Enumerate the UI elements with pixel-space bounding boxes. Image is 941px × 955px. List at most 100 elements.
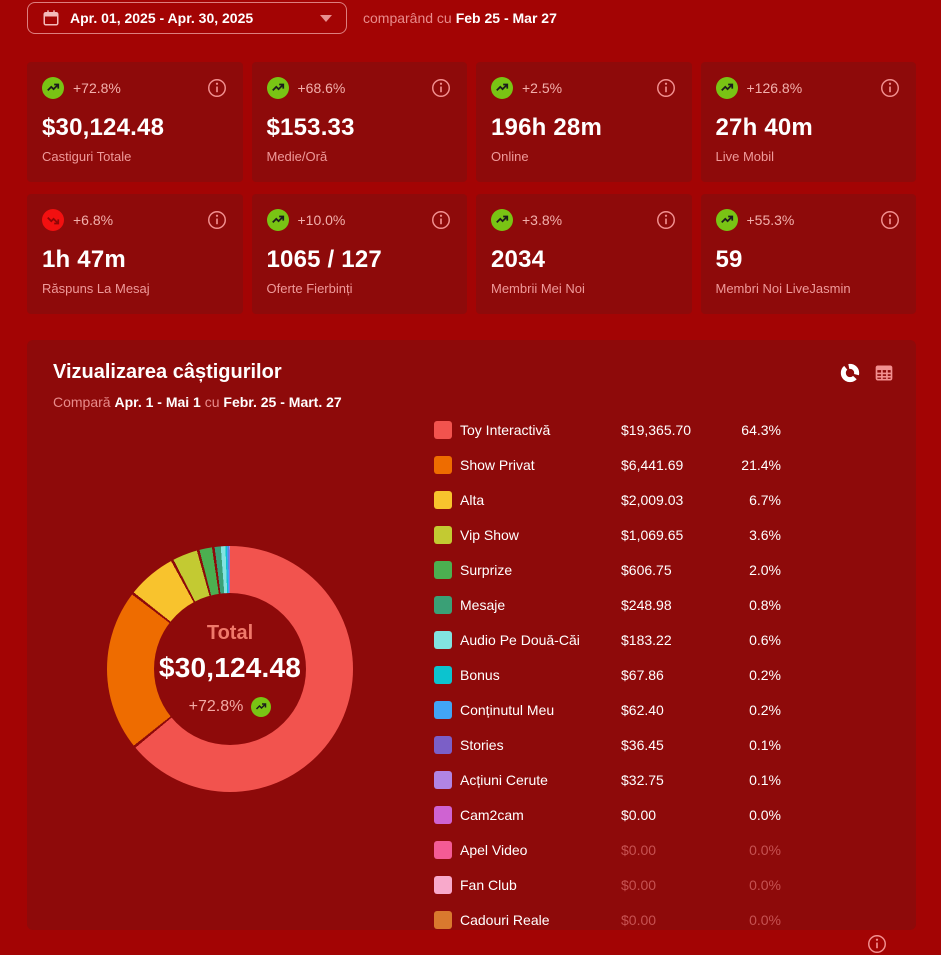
change-value: +68.6% <box>297 80 346 96</box>
donut-chart-icon[interactable] <box>840 363 860 383</box>
stat-value: 59 <box>715 246 743 273</box>
trending-up-icon <box>496 215 509 223</box>
trend-badge <box>42 209 64 231</box>
trend-badge <box>266 209 289 231</box>
legend-swatch <box>434 595 452 614</box>
total-value: $30,124.48 <box>158 651 302 683</box>
stat-label: Membrii Mei Noi <box>491 281 585 296</box>
stat-label: Răspuns La Mesaj <box>42 281 150 296</box>
legend-label: Toy Interactivă <box>460 421 551 438</box>
compare-period: comparând cu Feb 25 - Mar 27 <box>363 10 557 26</box>
earnings-donut-chart: Total $30,124.48 +72.8% <box>107 546 353 792</box>
stat-card: +72.8% $30,124.48 Castiguri Totale <box>27 62 243 182</box>
legend-item[interactable]: Mesaje $248.98 0.8% <box>434 587 781 622</box>
legend-label: Vip Show <box>460 526 519 543</box>
stat-card: +2.5% 196h 28m Online <box>476 62 692 182</box>
view-toggles <box>840 363 894 383</box>
legend-label: Surprize <box>460 561 513 578</box>
trend-badge <box>491 77 513 99</box>
legend-item[interactable]: Fan Club $0.00 0.0% <box>434 867 781 902</box>
legend-item[interactable]: Bonus $67.86 0.2% <box>434 657 781 692</box>
table-grid-icon[interactable] <box>874 363 894 383</box>
info-icon[interactable] <box>430 77 452 99</box>
legend-item[interactable]: Cam2cam $0.00 0.0% <box>434 797 781 832</box>
stat-value: $153.33 <box>266 114 355 141</box>
trend-badge <box>715 209 738 231</box>
stat-card: +3.8% 2034 Membrii Mei Noi <box>476 194 692 314</box>
earnings-panel: Vizualizarea câștigurilor Compară Apr. 1… <box>27 340 916 930</box>
total-change-value: +72.8% <box>188 697 244 715</box>
compare-prefix: comparând cu <box>363 10 452 26</box>
stat-card: +6.8% 1h 47m Răspuns La Mesaj <box>27 194 243 314</box>
stat-label: Oferte Fierbinți <box>266 281 353 296</box>
info-icon[interactable] <box>879 209 901 231</box>
earnings-legend: Toy Interactivă $19,365.70 64.3% Show Pr… <box>434 412 781 937</box>
legend-percent: 21.4% <box>741 456 781 473</box>
topbar: Apr. 01, 2025 - Apr. 30, 2025 comparând … <box>27 2 557 34</box>
legend-item[interactable]: Conținutul Meu $62.40 0.2% <box>434 692 781 727</box>
legend-label: Stories <box>460 736 504 753</box>
legend-amount: $1,069.65 <box>621 526 684 543</box>
stat-card: +68.6% $153.33 Medie/Oră <box>251 62 467 182</box>
trending-down-icon <box>47 217 60 225</box>
date-range-picker[interactable]: Apr. 01, 2025 - Apr. 30, 2025 <box>27 2 347 34</box>
legend-item[interactable]: Apel Video $0.00 0.0% <box>434 832 781 867</box>
stat-cards: +72.8% $30,124.48 Castiguri Totale <box>27 62 916 314</box>
info-icon[interactable] <box>655 209 677 231</box>
legend-percent: 0.2% <box>749 666 781 683</box>
legend-percent: 0.6% <box>749 631 781 648</box>
legend-amount: $0.00 <box>621 841 657 858</box>
legend-item[interactable]: Toy Interactivă $19,365.70 64.3% <box>434 412 781 447</box>
legend-item[interactable]: Vip Show $1,069.65 3.6% <box>434 517 781 552</box>
info-icon[interactable] <box>430 209 452 231</box>
trending-up-icon <box>271 83 284 91</box>
legend-item[interactable]: Acțiuni Cerute $32.75 0.1% <box>434 762 781 797</box>
donut-center: Total $30,124.48 +72.8% <box>154 593 306 745</box>
trending-up-icon <box>47 83 60 91</box>
panel-title: Vizualizarea câștigurilor <box>53 361 282 383</box>
trend-row: +68.6% <box>266 77 453 99</box>
change-value: +55.3% <box>746 212 795 228</box>
legend-item[interactable]: Cadouri Reale $0.00 0.0% <box>434 902 781 937</box>
legend-amount: $0.00 <box>621 911 657 928</box>
legend-swatch <box>434 875 452 894</box>
stat-value: 1065 / 127 <box>266 246 382 273</box>
legend-percent: 2.0% <box>749 561 781 578</box>
legend-item[interactable]: Stories $36.45 0.1% <box>434 727 781 762</box>
info-icon[interactable] <box>866 933 888 955</box>
legend-item[interactable]: Show Privat $6,441.69 21.4% <box>434 447 781 482</box>
legend-swatch <box>434 665 452 684</box>
legend-item[interactable]: Audio Pe Două-Căi $183.22 0.6% <box>434 622 781 657</box>
legend-label: Mesaje <box>460 596 506 613</box>
legend-label: Fan Club <box>460 876 517 893</box>
change-value: +2.5% <box>522 80 563 96</box>
legend-swatch <box>434 735 452 754</box>
legend-percent: 0.0% <box>749 911 781 928</box>
trending-up-icon <box>720 83 733 91</box>
stat-value: 1h 47m <box>42 246 126 273</box>
legend-swatch <box>434 770 452 789</box>
legend-label: Conținutul Meu <box>460 701 555 718</box>
info-icon[interactable] <box>879 77 901 99</box>
change-value: +6.8% <box>73 212 114 228</box>
stat-label: Online <box>491 149 529 164</box>
legend-item[interactable]: Alta $2,009.03 6.7% <box>434 482 781 517</box>
info-icon[interactable] <box>206 209 228 231</box>
info-icon[interactable] <box>655 77 677 99</box>
stat-card: +126.8% 27h 40m Live Mobil <box>700 62 916 182</box>
trend-row: +3.8% <box>491 209 677 231</box>
legend-amount: $19,365.70 <box>621 421 692 438</box>
panel-compare: Compară Apr. 1 - Mai 1 cu Febr. 25 - Mar… <box>53 394 342 410</box>
legend-label: Audio Pe Două-Căi <box>460 631 580 648</box>
panel-compare-conjunction: cu <box>204 394 220 410</box>
stat-value: $30,124.48 <box>42 114 165 141</box>
panel-compare-prefix: Compară <box>53 394 111 410</box>
legend-percent: 0.0% <box>749 876 781 893</box>
legend-amount: $248.98 <box>621 596 672 613</box>
legend-percent: 64.3% <box>741 421 781 438</box>
calendar-icon <box>42 9 60 27</box>
info-icon[interactable] <box>206 77 228 99</box>
change-value: +126.8% <box>746 80 803 96</box>
legend-swatch <box>434 525 452 544</box>
legend-item[interactable]: Surprize $606.75 2.0% <box>434 552 781 587</box>
